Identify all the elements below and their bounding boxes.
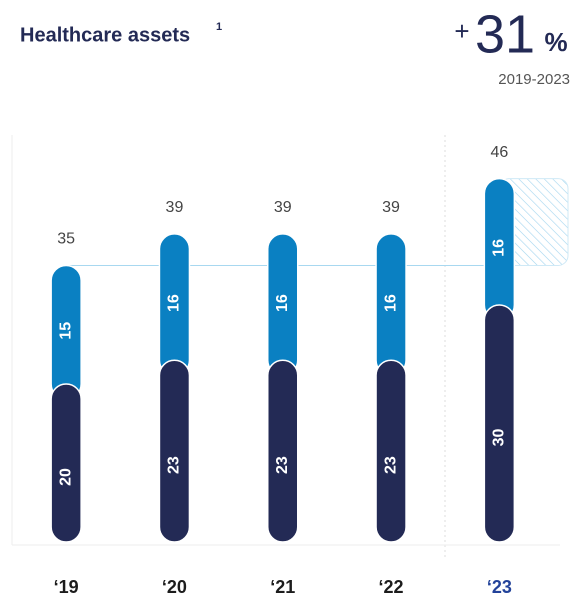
bar-segment [375, 359, 407, 543]
x-tick-label: ‘21 [270, 577, 295, 597]
value-label: 16 [491, 239, 508, 257]
value-label: 16 [382, 294, 399, 312]
change-period: 2019-2023 [498, 71, 570, 88]
total-label: 39 [166, 199, 184, 216]
bar-segment [158, 359, 191, 543]
total-label: 35 [57, 231, 75, 248]
title-footnote: 1 [216, 21, 222, 33]
total-label: 46 [490, 144, 508, 161]
chart-title: Healthcare assets [20, 24, 190, 46]
value-label: 23 [166, 456, 183, 474]
total-label: 39 [382, 199, 400, 216]
x-tick-label: ‘20 [162, 577, 187, 597]
bar-segment [483, 304, 516, 543]
value-label: 23 [382, 456, 399, 474]
x-tick-label: ‘23 [487, 577, 512, 597]
x-tick-label: ‘22 [379, 577, 404, 597]
value-label: 15 [57, 322, 74, 340]
value-label: 30 [491, 428, 508, 446]
change-unit: % [544, 27, 567, 57]
value-label: 23 [274, 456, 291, 474]
bar-segment [50, 383, 82, 543]
value-label: 16 [274, 294, 291, 312]
bar-segment [267, 359, 299, 543]
x-tick-label: ‘19 [54, 577, 79, 597]
value-label: 16 [166, 294, 183, 312]
value-label: 20 [57, 468, 74, 486]
total-label: 39 [274, 199, 292, 216]
change-sign: + [454, 16, 469, 46]
change-value: 31 [475, 4, 535, 64]
